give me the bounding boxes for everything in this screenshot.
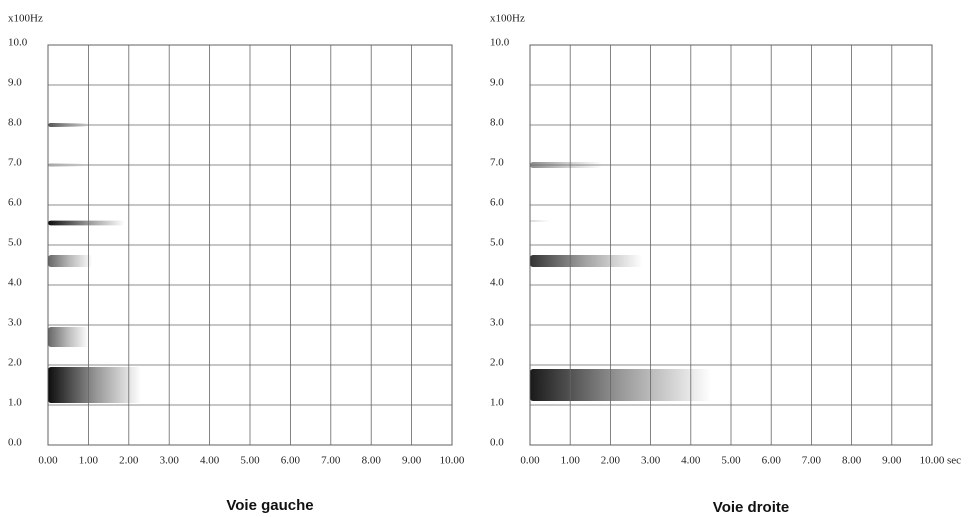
spectral-band	[530, 369, 711, 401]
chart-title: Voie gauche	[226, 497, 313, 514]
y-tick-label: 8.0	[8, 117, 22, 129]
x-tick-label: 8.00	[842, 455, 862, 467]
chart-title: Voie droite	[713, 499, 789, 516]
y-tick-label: 0.0	[8, 437, 22, 449]
y-tick-label: 7.0	[490, 157, 504, 169]
x-tick-label: 4.00	[200, 455, 220, 467]
x-tick-label: 8.00	[362, 455, 382, 467]
y-tick-label: 5.0	[8, 237, 22, 249]
y-tick-label: 6.0	[490, 197, 504, 209]
spectral-band	[48, 327, 89, 347]
y-tick-label: 4.0	[8, 277, 22, 289]
x-tick-label: 1.00	[561, 455, 581, 467]
y-tick-label: 7.0	[8, 157, 22, 169]
spectral-band	[48, 220, 125, 226]
x-tick-label: 10.00	[920, 455, 945, 467]
x-tick-label: 6.00	[762, 455, 782, 467]
y-tick-label: 2.0	[8, 357, 22, 369]
y-tick-label: 8.0	[490, 117, 504, 129]
x-tick-label: 7.00	[802, 455, 822, 467]
x-tick-label: 9.00	[882, 455, 902, 467]
x-tick-label: 6.00	[281, 455, 301, 467]
y-tick-label: 9.0	[8, 77, 22, 89]
x-tick-label: 1.00	[79, 455, 99, 467]
x-tick-label: 5.00	[240, 455, 260, 467]
x-tick-label: 3.00	[160, 455, 180, 467]
x-tick-label: 9.00	[402, 455, 422, 467]
y-tick-label: 2.0	[490, 357, 504, 369]
y-axis-label: x100Hz	[490, 13, 525, 25]
y-tick-label: 5.0	[490, 237, 504, 249]
y-tick-label: 3.0	[490, 317, 504, 329]
spectral-band	[48, 255, 93, 267]
y-tick-label: 9.0	[490, 77, 504, 89]
x-axis-label: sec	[947, 455, 961, 467]
y-tick-label: 6.0	[8, 197, 22, 209]
x-tick-label: 2.00	[119, 455, 139, 467]
y-tick-label: 10.0	[490, 37, 510, 49]
spectral-band	[48, 367, 141, 403]
x-tick-label: 2.00	[601, 455, 621, 467]
x-tick-label: 0.00	[38, 455, 58, 467]
x-tick-label: 10.00	[440, 455, 465, 467]
spectral-band	[530, 255, 643, 267]
x-tick-label: 3.00	[641, 455, 661, 467]
x-tick-label: 0.00	[520, 455, 540, 467]
y-axis-label: x100Hz	[8, 13, 43, 25]
spectral-band	[530, 220, 551, 222]
y-tick-label: 1.0	[490, 397, 504, 409]
x-tick-label: 7.00	[321, 455, 341, 467]
y-tick-label: 1.0	[8, 397, 22, 409]
x-tick-label: 4.00	[681, 455, 701, 467]
x-tick-label: 5.00	[721, 455, 741, 467]
y-tick-label: 10.0	[8, 37, 28, 49]
y-tick-label: 4.0	[490, 277, 504, 289]
y-tick-label: 0.0	[490, 437, 504, 449]
y-tick-label: 3.0	[8, 317, 22, 329]
